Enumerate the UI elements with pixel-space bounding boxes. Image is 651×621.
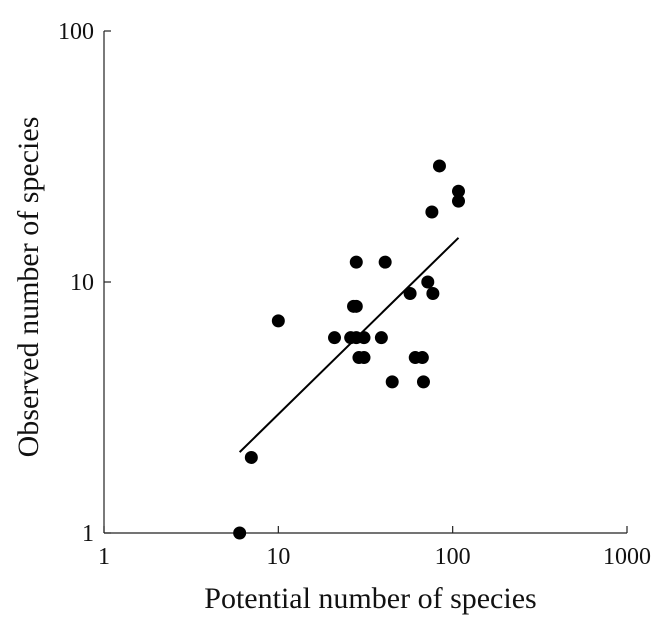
- data-point: [271, 314, 285, 328]
- data-point: [357, 331, 371, 345]
- data-point: [425, 205, 439, 219]
- data-point: [416, 375, 430, 389]
- data-point: [426, 286, 440, 300]
- data-point: [415, 351, 429, 365]
- data-point: [244, 450, 258, 464]
- x-ticks: 1 10 100 1000: [98, 526, 651, 570]
- x-tick-label: 1000: [603, 544, 651, 570]
- data-point: [421, 275, 435, 289]
- data-point: [233, 526, 247, 540]
- data-point: [385, 375, 399, 389]
- data-points: [233, 159, 465, 540]
- x-tick-label: 1: [98, 544, 110, 570]
- data-point: [349, 299, 363, 313]
- fit-line: [238, 237, 460, 453]
- x-tick-label: 100: [435, 544, 471, 570]
- y-tick-label: 1: [82, 521, 94, 547]
- data-point: [378, 255, 392, 269]
- y-tick-label: 100: [58, 19, 94, 45]
- fit-line-group: [238, 237, 460, 453]
- y-axis-title: Observed number of species: [12, 117, 45, 458]
- y-ticks: 1 10 100: [58, 19, 111, 547]
- y-tick-label: 10: [70, 270, 94, 296]
- data-point: [374, 331, 388, 345]
- data-point: [328, 331, 342, 345]
- data-point: [451, 194, 465, 208]
- x-axis-title: Potential number of species: [204, 582, 536, 615]
- data-point: [451, 184, 465, 198]
- axes: [103, 31, 627, 534]
- data-point: [432, 159, 446, 173]
- x-tick-label: 10: [266, 544, 290, 570]
- data-point: [357, 351, 371, 365]
- data-point: [403, 286, 417, 300]
- data-point: [349, 255, 363, 269]
